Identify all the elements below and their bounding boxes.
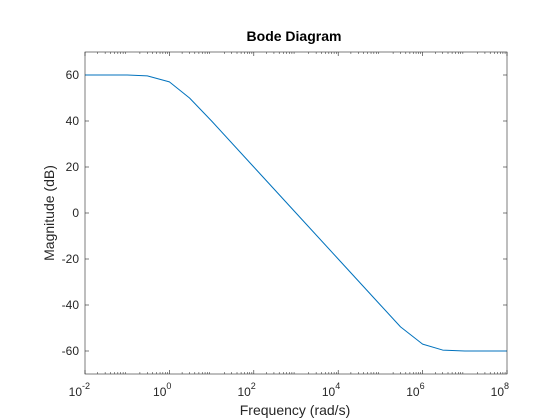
x-tick-label: 10 -2 [69,381,90,399]
x-tick-label: 10 6 [406,381,424,399]
x-tick-label: 10 2 [237,381,255,399]
y-tick-label: -60 [62,344,80,358]
x-tick-label-base: 10 [491,385,505,399]
chart-title: Bode Diagram [247,28,342,44]
y-tick-label: 40 [66,114,80,128]
x-tick-label-exponent: 8 [504,381,509,391]
x-tick-label-base: 10 [153,385,167,399]
y-tick-label: -40 [62,298,80,312]
magnitude-line [85,74,507,352]
y-tick-label: 60 [66,68,80,82]
minor-ticks [97,52,506,374]
x-tick-label-exponent: 0 [166,381,171,391]
x-tick-label-exponent: 2 [251,381,256,391]
y-tick-label: 0 [72,206,79,220]
x-tick-label: 10 0 [153,381,171,399]
x-tick-label-base: 10 [69,385,83,399]
y-tick-labels: 60 40 20 0 -20 -40 -60 [62,68,80,358]
y-tick-label: -20 [62,252,80,266]
x-tick-label-base: 10 [322,385,336,399]
x-tick-label: 10 4 [322,381,340,399]
y-axis-label: Magnitude (dB) [41,165,57,261]
x-tick-label-exponent: 4 [335,381,340,391]
x-tick-labels: 10 -2 10 0 10 2 10 4 10 6 10 8 [69,381,509,399]
plot-frame [84,51,508,375]
x-tick-label-base: 10 [237,385,251,399]
y-tick-label: 20 [66,160,80,174]
x-tick-label-base: 10 [406,385,420,399]
x-tick-label-exponent: 6 [420,381,425,391]
x-axis-label: Frequency (rad/s) [240,402,350,418]
x-tick-label: 10 8 [491,381,509,399]
x-tick-label-exponent: -2 [82,381,90,391]
